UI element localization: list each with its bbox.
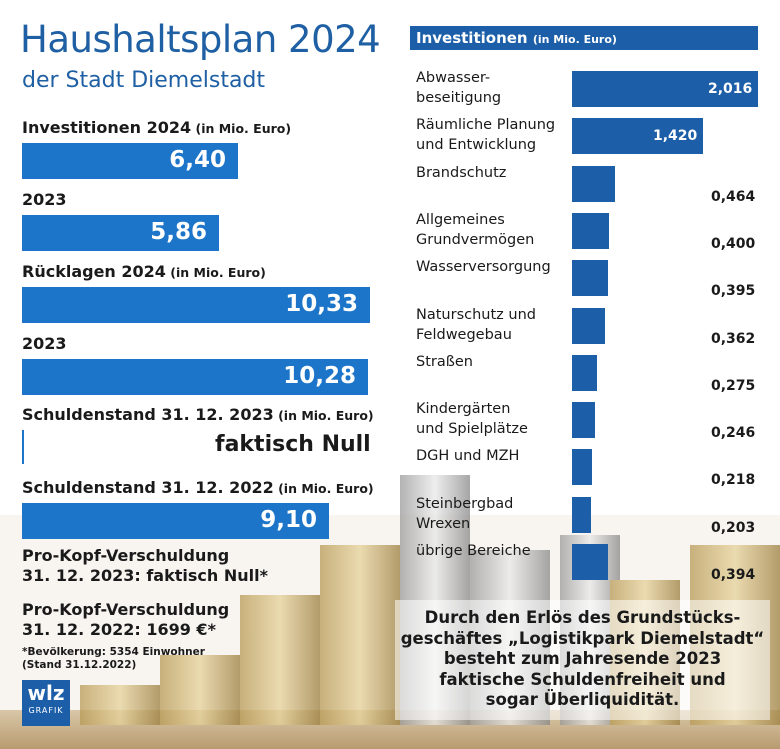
left-value-3: 10,28 (283, 363, 356, 389)
null-marker (22, 430, 24, 464)
chart-category-7: Kindergärten und Spielplätze (416, 401, 528, 437)
left-value-4: faktisch Null (215, 432, 371, 457)
chart-category-10: übrige Bereiche (416, 543, 531, 559)
footer-line5: sogar Überliquidität. (485, 690, 680, 709)
chart-bar-7 (572, 402, 595, 438)
left-value-1: 5,86 (150, 219, 207, 245)
left-label-unit-5: (in Mio. Euro) (273, 481, 374, 496)
prokopf-2023-line1: Pro-Kopf-Verschuldung (22, 546, 230, 565)
left-label-2: Rücklagen 2024 (in Mio. Euro) (22, 262, 266, 281)
left-bar-0 (22, 143, 238, 179)
chart-title: Investitionen (416, 29, 528, 47)
left-value-5: 9,10 (260, 507, 317, 533)
left-label-text-1: 2023 (22, 190, 67, 209)
footnote-line2: (Stand 31.12.2022) (22, 659, 137, 671)
left-label-text-4: Schuldenstand 31. 12. 2023 (22, 405, 274, 424)
chart-category-2: Brandschutz (416, 165, 507, 181)
chart-category-6: Straßen (416, 354, 473, 370)
left-label-unit-2: (in Mio. Euro) (165, 265, 266, 280)
wlz-logo: wlz GRAFIK (22, 680, 70, 726)
chart-category-4: Wasserversorgung (416, 259, 551, 275)
left-value-0: 6,40 (169, 147, 226, 173)
footer-note: Durch den Erlös des Grundstücks- geschäf… (400, 608, 765, 711)
chart-bar-2 (572, 166, 615, 202)
chart-value-0: 2,016 (708, 81, 753, 97)
chart-category-5: Naturschutz und Feldwegebau (416, 307, 536, 343)
chart-value-9: 0,203 (711, 520, 756, 536)
prokopf-2022-line1: Pro-Kopf-Verschuldung (22, 600, 230, 619)
left-label-text-0: Investitionen 2024 (22, 118, 192, 137)
chart-unit: (in Mio. Euro) (532, 33, 617, 46)
footer-line1: Durch den Erlös des Grundstücks- (424, 608, 741, 627)
chart-category-0: Abwasser- beseitigung (416, 70, 502, 106)
page-subtitle: der Stadt Diemelstadt (22, 68, 266, 93)
chart-bar-5 (572, 308, 605, 344)
chart-category-1: Räumliche Planung und Entwicklung (416, 117, 556, 153)
chart-value-5: 0,362 (711, 331, 756, 347)
chart-value-4: 0,395 (711, 283, 756, 299)
left-bar-5 (22, 503, 329, 539)
chart-value-7: 0,246 (711, 425, 756, 441)
footer-backdrop (395, 600, 770, 720)
footnote-line1: *Bevölkerung: 5354 Einwohner (22, 646, 205, 658)
chart-category-8: DGH und MZH (416, 448, 520, 464)
chart-value-8: 0,218 (711, 472, 756, 488)
page-title: Haushaltsplan 2024 (20, 18, 381, 61)
left-bar-2 (22, 287, 370, 323)
left-label-0: Investitionen 2024 (in Mio. Euro) (22, 118, 291, 137)
left-bar-3 (22, 359, 368, 395)
left-label-text-3: 2023 (22, 334, 67, 353)
chart-bar-3 (572, 213, 609, 249)
left-label-unit-4: (in Mio. Euro) (273, 408, 374, 423)
chart-value-3: 0,400 (711, 236, 756, 252)
left-value-2: 10,33 (285, 291, 358, 317)
chart-bar-6 (572, 355, 597, 391)
chart-value-10: 0,394 (711, 567, 756, 583)
left-label-text-2: Rücklagen 2024 (22, 262, 166, 281)
logo-text: wlz (27, 681, 65, 705)
prokopf-2023-line2: 31. 12. 2023: faktisch Null* (22, 566, 268, 585)
chart-bar-1 (572, 118, 703, 154)
footer-line2: geschäftes „Logistikpark Diemelstadt“ (400, 628, 765, 648)
chart-value-1: 1,420 (653, 128, 698, 144)
left-label-unit-0: (in Mio. Euro) (191, 121, 292, 136)
left-bar-1 (22, 215, 219, 251)
prokopf-2022-line2: 31. 12. 2022: 1699 €* (22, 620, 216, 639)
chart-bar-4 (572, 260, 608, 296)
logo-sub: GRAFIK (28, 706, 64, 715)
chart-bar-10 (572, 544, 608, 580)
footer-line3: besteht zum Jahresende 2023 (443, 649, 722, 668)
chart-bar-0 (572, 71, 758, 107)
chart-value-6: 0,275 (711, 378, 756, 394)
chart-category-3: Allgemeines Grundvermögen (416, 212, 535, 248)
left-label-5: Schuldenstand 31. 12. 2022 (in Mio. Euro… (22, 478, 374, 497)
footer-line4: faktische Schuldenfreiheit und (439, 669, 726, 689)
left-label-4: Schuldenstand 31. 12. 2023 (in Mio. Euro… (22, 405, 374, 424)
left-label-text-5: Schuldenstand 31. 12. 2022 (22, 478, 274, 497)
chart-value-2: 0,464 (711, 189, 756, 205)
left-label-1: 2023 (22, 190, 67, 209)
left-label-3: 2023 (22, 334, 67, 353)
chart-header: Investitionen (in Mio. Euro) (410, 26, 758, 50)
chart-bar-8 (572, 449, 592, 485)
chart-bar-9 (572, 497, 591, 533)
chart-category-9: Steinbergbad Wrexen (416, 496, 514, 532)
